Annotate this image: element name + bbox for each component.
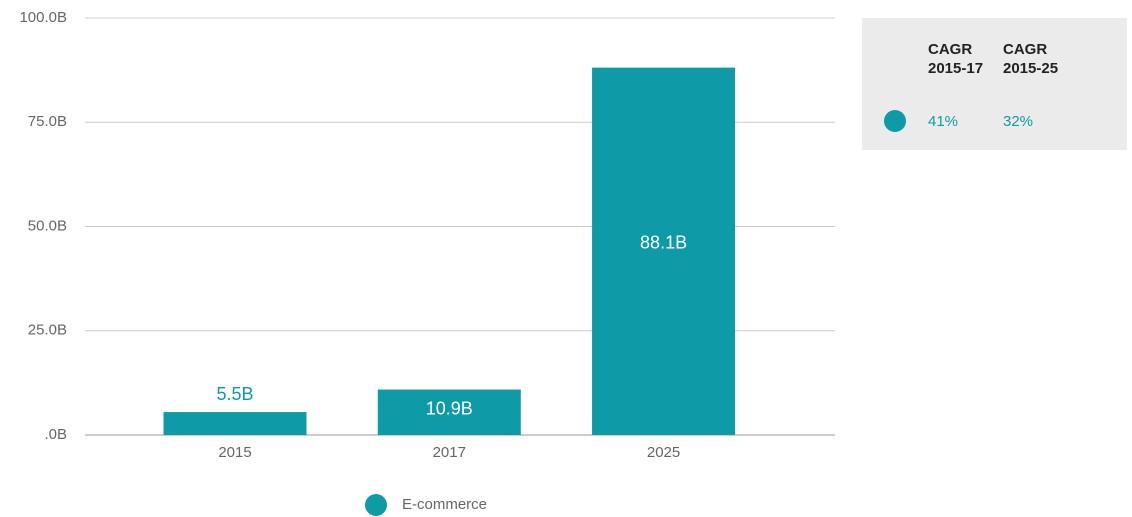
table-cell: 41% [928, 113, 959, 130]
table-cell: 32% [1003, 113, 1034, 130]
y-tick-label: 75.0B [28, 113, 67, 130]
y-tick-label: 25.0B [28, 322, 67, 339]
bar [377, 389, 521, 435]
bar [592, 67, 736, 436]
x-tick-label: 2025 [647, 444, 680, 461]
legend-marker [365, 494, 387, 516]
table-series-dot [884, 110, 906, 132]
x-tick-label: 2015 [218, 444, 251, 461]
data-label: 5.5B [216, 384, 253, 404]
data-label: 88.1B [640, 233, 687, 253]
bar [163, 412, 307, 435]
legend-label: E-commerce [402, 496, 487, 513]
y-tick-label: .0B [44, 426, 67, 443]
cagr-table: CAGR 2015-17 CAGR 2015-25 41% 32% [862, 18, 1127, 150]
y-tick-label: 100.0B [19, 9, 67, 26]
y-tick-label: 50.0B [28, 217, 67, 234]
data-label: 10.9B [426, 398, 473, 418]
x-tick-label: 2017 [433, 444, 466, 461]
table-header: CAGR 2015-25 [1003, 41, 1059, 77]
table-header: CAGR 2015-17 [928, 41, 984, 77]
